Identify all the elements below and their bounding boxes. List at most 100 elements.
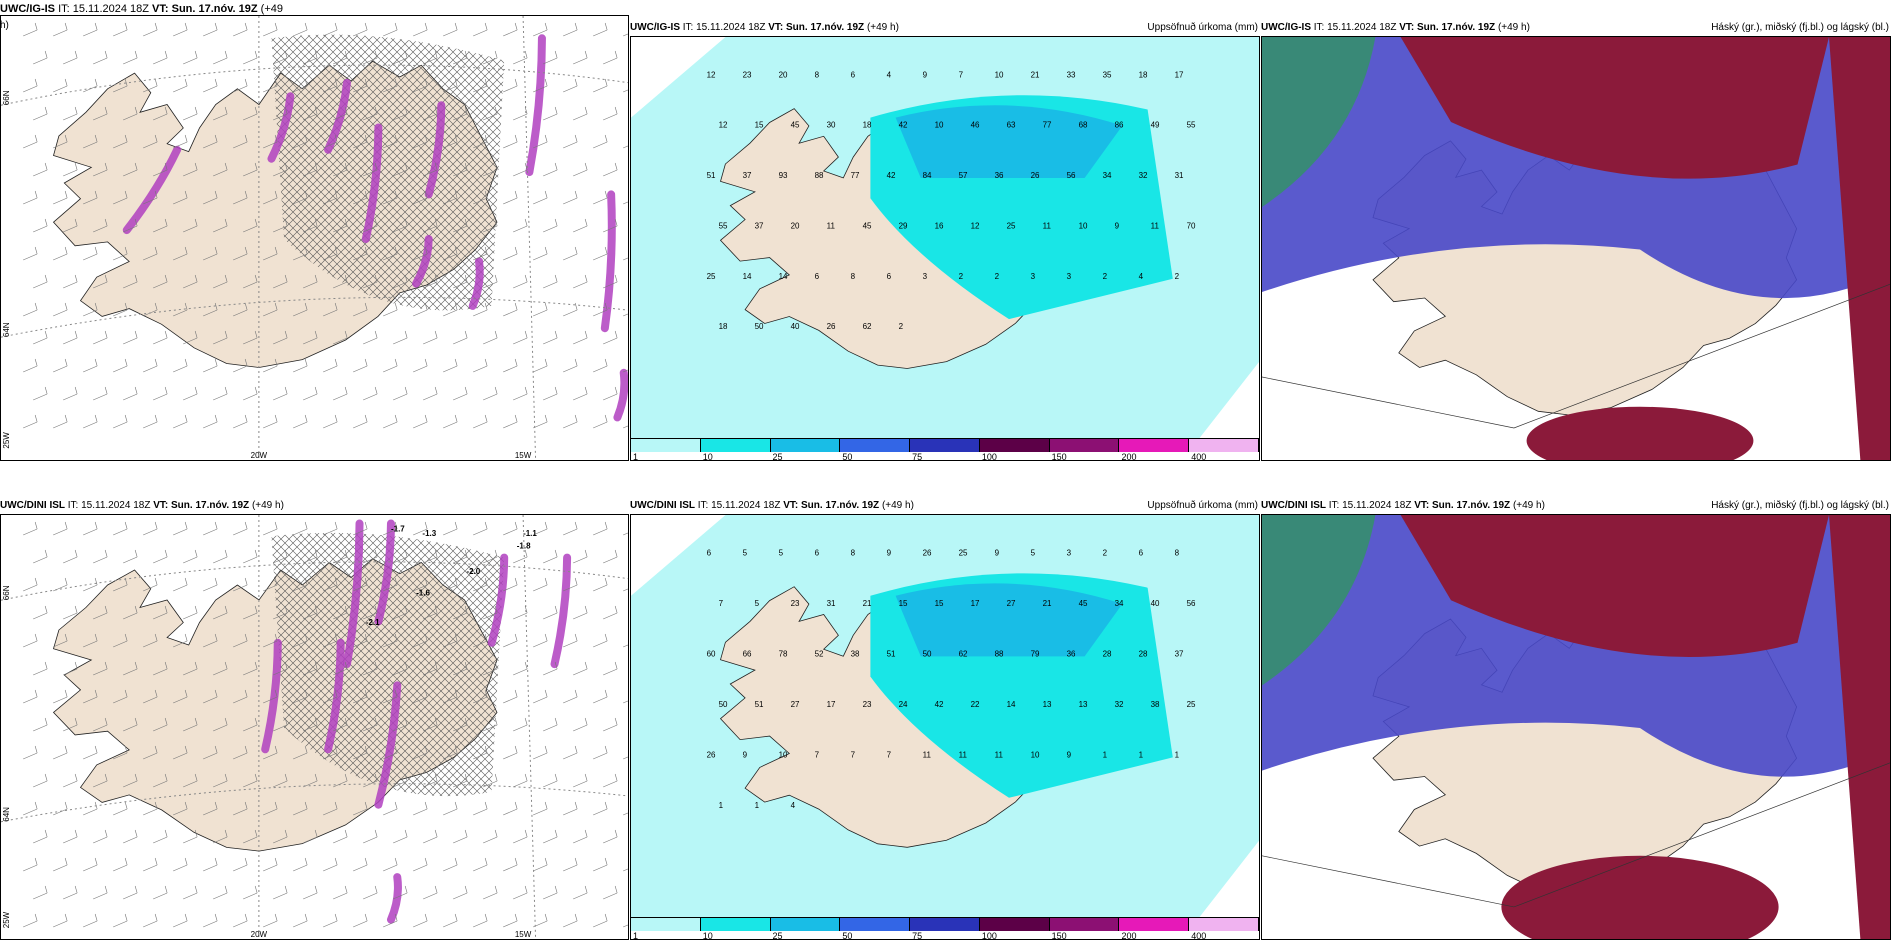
- wind-barb: [603, 106, 618, 121]
- precip-value: 3: [1067, 272, 1072, 281]
- wind-barb: [93, 330, 108, 345]
- wind-barb: [593, 745, 608, 760]
- precip-value: 4: [1139, 272, 1144, 281]
- wind-barb: [363, 661, 378, 676]
- wind-barb: [243, 773, 258, 788]
- precip-map-layer: 6 5 5 6 8 9 26 25 9 5 3 2 6 87 5 23 31 21 15 15 17 27 21 45 34 40…: [631, 515, 1259, 919]
- wind-barb: [533, 745, 548, 760]
- wind-barb: [243, 218, 258, 233]
- precip-value: 14: [743, 272, 752, 281]
- precip-value: 49: [1151, 121, 1160, 130]
- wind-barb: [453, 885, 468, 900]
- wind-barb: [303, 605, 318, 620]
- value-label: -2.0: [466, 567, 480, 576]
- wind-barb: [23, 358, 38, 373]
- wind-barb: [333, 218, 348, 233]
- precip-value: 12: [719, 121, 728, 130]
- wind-barb: [413, 358, 428, 373]
- colorbar-tick-label: 100: [981, 931, 997, 940]
- wind-barb: [323, 913, 338, 928]
- precip-value: 1: [1139, 750, 1144, 759]
- wind-barb: [173, 134, 188, 149]
- wind-barb: [173, 689, 188, 704]
- wind-barb: [113, 414, 128, 429]
- wind-barb: [563, 577, 578, 592]
- colorbar-cell: [979, 438, 1050, 452]
- wind-barb: [173, 577, 188, 592]
- wind-barb: [353, 801, 368, 816]
- wind-barb: [603, 330, 618, 345]
- precip-value: 88: [815, 171, 824, 180]
- wind-barb: [573, 106, 588, 121]
- precip-value: 42: [935, 700, 944, 709]
- wind-barb: [23, 577, 38, 592]
- wind-barb: [593, 78, 608, 93]
- wind-barb: [263, 246, 278, 261]
- wind-map-layer: 66N 64N 25W 20W 15W -1.7 -1.3 -1.1 -1.8 -2.0 -1.6 -…: [1, 515, 628, 939]
- wind-barb: [243, 106, 258, 121]
- wind-barb: [203, 745, 218, 760]
- wind-barb: [423, 162, 438, 177]
- wind-barb: [203, 22, 218, 37]
- wind-barb: [473, 913, 488, 928]
- wind-barb: [443, 577, 458, 592]
- wind-barb: [33, 274, 48, 289]
- wind-barb: [533, 801, 548, 816]
- wind-barb: [443, 745, 458, 760]
- wind-barb: [143, 414, 158, 429]
- wind-barb: [263, 913, 278, 928]
- precip-streak: [525, 34, 546, 177]
- wind-barb: [173, 521, 188, 536]
- wind-barb: [333, 106, 348, 121]
- wind-barb: [293, 302, 308, 317]
- precip-value: 37: [1175, 649, 1184, 658]
- wind-barb: [543, 885, 558, 900]
- precip-value: 62: [863, 322, 872, 331]
- wind-barb: [83, 134, 98, 149]
- wind-barb: [333, 162, 348, 177]
- wind-barb: [53, 857, 68, 872]
- wind-barb: [53, 190, 68, 205]
- wind-barb: [213, 829, 228, 844]
- wind-barb: [623, 257, 628, 261]
- high-cloud-area: [1526, 406, 1754, 460]
- wind-barb: [603, 218, 618, 233]
- wind-barb: [393, 330, 408, 345]
- wind-barb: [33, 50, 48, 65]
- wind-barb: [303, 717, 318, 732]
- wind-barb: [263, 22, 278, 37]
- precip-value: 6: [887, 272, 892, 281]
- wind-barb: [333, 885, 348, 900]
- wind-barb: [113, 745, 128, 760]
- wind-barb: [233, 246, 248, 261]
- wind-barb: [413, 801, 428, 816]
- precip-value: 21: [863, 599, 872, 608]
- wind-barb: [273, 330, 288, 345]
- wind-barb: [383, 358, 398, 373]
- wind-barb: [123, 829, 138, 844]
- precip-value: 3: [1031, 272, 1036, 281]
- wind-barb: [273, 829, 288, 844]
- wind-barb: [383, 302, 398, 317]
- wind-barb: [63, 386, 78, 401]
- wind-barb: [503, 633, 518, 648]
- wind-barb: [263, 358, 278, 373]
- wind-barb: [443, 358, 458, 373]
- wind-barb: [233, 913, 248, 928]
- colorbar-tick-label: 75: [912, 452, 923, 461]
- wind-barb: [263, 302, 278, 317]
- precip-value: 8: [1175, 548, 1180, 557]
- wind-barb: [233, 414, 248, 429]
- wind-barb: [353, 190, 368, 205]
- wind-barb: [363, 218, 378, 233]
- wind-barb: [543, 386, 558, 401]
- wind-barb: [273, 386, 288, 401]
- precip-value: 9: [1115, 221, 1120, 230]
- wind-barb: [53, 521, 68, 536]
- wind-barb: [183, 386, 198, 401]
- wind-barb: [33, 605, 48, 620]
- precip-value: 21: [1031, 70, 1040, 79]
- wind-barb: [453, 829, 468, 844]
- precip-value: 14: [779, 272, 788, 281]
- wind-barb: [33, 717, 48, 732]
